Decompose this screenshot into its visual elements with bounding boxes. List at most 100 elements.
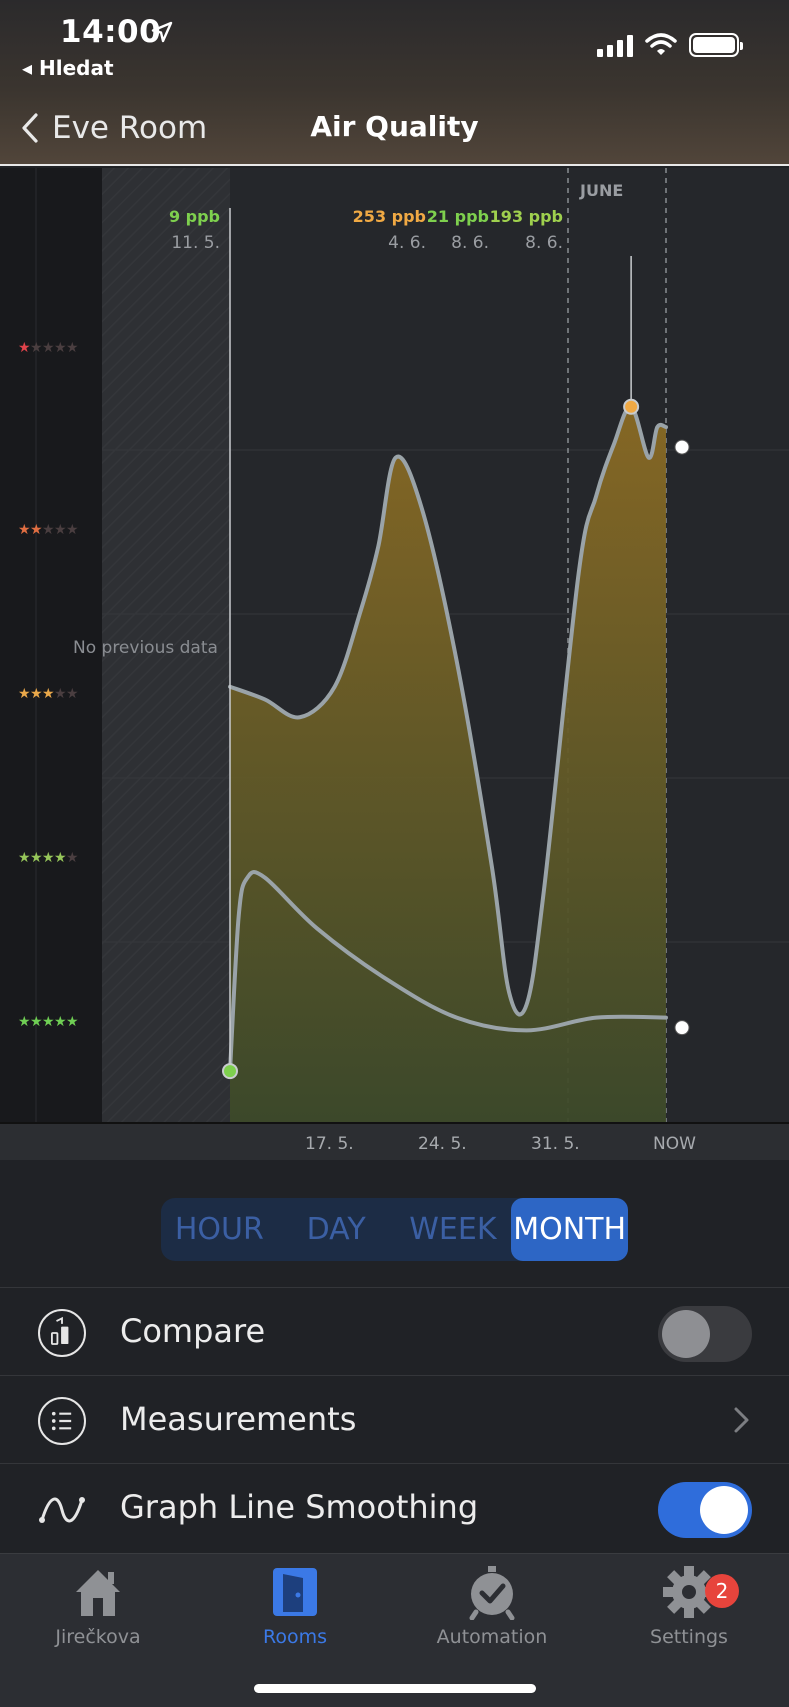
rating-star: ★ <box>42 522 55 538</box>
marker-lines <box>222 208 690 1080</box>
rating-star: ★ <box>30 1014 43 1030</box>
rating-star: ★ <box>30 686 43 702</box>
door-icon <box>273 1568 317 1616</box>
measurements-row[interactable]: Measurements <box>0 1375 789 1463</box>
tab-bar: Jirečkova Rooms Automation <box>0 1553 789 1707</box>
tab-rooms-label: Rooms <box>262 1626 327 1648</box>
rating-star: ★ <box>18 340 31 356</box>
navigation-header: 14:00 ◂ Hledat Eve Room Air Quality <box>0 0 789 166</box>
compare-row[interactable]: Compare <box>0 1287 789 1375</box>
end-point <box>674 439 690 455</box>
home-indicator <box>254 1684 536 1693</box>
month-label: JUNE <box>579 181 623 200</box>
back-triangle-icon: ◂ <box>22 56 40 80</box>
rating-star: ★ <box>66 686 79 702</box>
compare-toggle[interactable] <box>658 1306 752 1362</box>
marker-value-label: 9 ppb <box>169 207 220 226</box>
rating-star: ★ <box>18 686 31 702</box>
range-hour-button[interactable]: HOUR <box>174 1212 264 1247</box>
list-icon <box>38 1397 86 1445</box>
marker-labels: 9 ppb 11. 5. 253 ppb 4. 6.21 ppb 8. 6. 193 pp… <box>169 207 563 253</box>
x-axis: 17. 5. 24. 5. 31. 5. NOW <box>0 1122 789 1160</box>
marker-point <box>222 1063 238 1080</box>
marker-date-label: 8. 6. <box>525 233 563 253</box>
rating-star: ★ <box>54 850 67 866</box>
status-indicators <box>597 30 743 60</box>
tab-automation[interactable]: Automation <box>412 1564 572 1648</box>
rating-star: ★ <box>54 522 67 538</box>
toggle-knob <box>662 1310 710 1358</box>
rating-star: ★ <box>66 850 79 866</box>
smoothing-row[interactable]: Graph Line Smoothing <box>0 1463 789 1551</box>
x-tick-label: NOW <box>653 1134 696 1154</box>
page-title: Air Quality <box>310 110 479 143</box>
range-day-button[interactable]: DAY <box>306 1212 366 1247</box>
marker-value-label: 21 ppb <box>427 207 489 226</box>
chevron-left-icon <box>22 113 38 143</box>
battery-icon <box>689 33 743 57</box>
series-line-lower <box>228 870 668 1074</box>
measurements-label: Measurements <box>120 1400 357 1438</box>
range-week-button[interactable]: WEEK <box>409 1212 497 1247</box>
rating-star: ★ <box>18 850 31 866</box>
rating-star: ★ <box>18 1014 31 1030</box>
wifi-icon <box>645 33 677 55</box>
rating-star: ★ <box>30 522 43 538</box>
rating-star: ★ <box>42 340 55 356</box>
rating-star: ★ <box>30 850 43 866</box>
chart-canvas[interactable]: JUNE No previous data 9 ppb 11. 5. 253 ppb… <box>0 168 789 1122</box>
x-tick-label: 31. 5. <box>531 1134 580 1154</box>
marker-value-label: 193 ppb <box>490 207 563 226</box>
air-quality-chart[interactable]: JUNE No previous data 9 ppb 11. 5. 253 ppb… <box>0 168 789 1122</box>
ratings-column <box>0 168 102 1122</box>
tab-home[interactable]: Jirečkova <box>18 1564 178 1648</box>
back-button[interactable]: Eve Room <box>20 110 207 146</box>
rating-star: ★ <box>42 850 55 866</box>
series-line-upper <box>228 404 668 1017</box>
range-month-button[interactable]: MONTH <box>511 1198 628 1261</box>
tab-settings-label: Settings <box>650 1626 728 1648</box>
rating-star: ★ <box>18 522 31 538</box>
area-fill <box>230 406 666 1122</box>
marker-date-label: 4. 6. <box>388 233 426 253</box>
location-arrow-icon <box>151 21 173 43</box>
rating-star: ★ <box>66 522 79 538</box>
rating-star: ★ <box>66 340 79 356</box>
marker-date-label: 11. 5. <box>171 233 220 253</box>
tab-settings[interactable]: 2 Settings <box>609 1564 769 1648</box>
no-data-label: No previous data <box>73 638 218 658</box>
rating-star: ★ <box>54 686 67 702</box>
rating-scale: ★ ★ ★ ★ ★★ ★ ★ ★ ★★ ★ ★ ★ ★★ ★ ★ ★ ★★ ★ ★ ★ ★ <box>18 340 79 1030</box>
rating-star: ★ <box>42 1014 55 1030</box>
status-back-link[interactable]: ◂ Hledat <box>22 56 114 80</box>
smoothing-curve-icon <box>39 1497 85 1523</box>
back-label: Eve Room <box>52 110 208 146</box>
home-icon <box>76 1570 120 1616</box>
rating-star: ★ <box>66 1014 79 1030</box>
rating-star: ★ <box>54 1014 67 1030</box>
tab-home-label: Jirečkova <box>55 1626 141 1648</box>
chevron-right-icon <box>734 1407 749 1433</box>
series-lines <box>228 404 668 1074</box>
smoothing-label: Graph Line Smoothing <box>120 1488 479 1526</box>
tab-automation-label: Automation <box>436 1626 548 1648</box>
toggle-knob <box>700 1486 748 1534</box>
rating-star: ★ <box>54 340 67 356</box>
end-point <box>674 1020 690 1036</box>
smoothing-toggle[interactable] <box>658 1482 752 1538</box>
compare-label: Compare <box>120 1312 266 1350</box>
time-range-selector[interactable]: HOUR DAY WEEK MONTH <box>161 1198 628 1261</box>
alarm-clock-icon <box>469 1566 515 1620</box>
rating-star: ★ <box>42 686 55 702</box>
compare-icon <box>38 1309 86 1357</box>
area-fill-path <box>230 406 666 1122</box>
status-time: 14:00 <box>60 14 162 50</box>
rating-star: ★ <box>30 340 43 356</box>
settings-list: Compare Measurements Graph Line Smoothin… <box>0 1287 789 1551</box>
cellular-signal-icon <box>597 33 633 57</box>
x-tick-label: 17. 5. <box>305 1134 354 1154</box>
marker-value-label: 253 ppb <box>353 207 426 226</box>
marker-point <box>623 398 640 415</box>
tab-rooms[interactable]: Rooms <box>215 1564 375 1648</box>
no-data-region <box>102 168 230 1122</box>
